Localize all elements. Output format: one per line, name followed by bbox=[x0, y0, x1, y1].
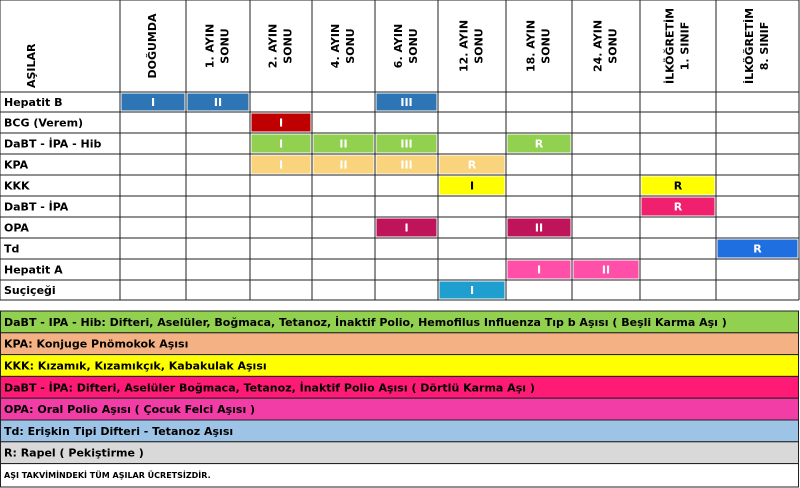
column-header: İLKÖĞRETİM bbox=[742, 8, 756, 84]
row-name: DaBT - İPA bbox=[4, 200, 69, 214]
corner-label: AŞILAR bbox=[25, 43, 38, 88]
dose-cell bbox=[573, 260, 639, 279]
dose-cell bbox=[376, 93, 437, 111]
column-header: SONU bbox=[540, 28, 553, 63]
legend-text: DaBT - IPA - Hib: Difteri, Aselüler, Boğ… bbox=[4, 315, 727, 329]
legend-text: Td: Erişkin Tipi Difteri - Tetanoz Aşısı bbox=[4, 425, 233, 438]
dose-cell bbox=[641, 176, 715, 195]
column-header: SONU bbox=[282, 28, 295, 63]
dose-label: I bbox=[470, 180, 474, 193]
dose-cell bbox=[187, 93, 249, 111]
dose-label: II bbox=[602, 264, 610, 277]
column-header: 8. SINIF bbox=[758, 22, 771, 71]
dose-label: I bbox=[279, 159, 283, 172]
column-header: 18. AYIN bbox=[525, 20, 538, 72]
dose-cell bbox=[376, 155, 437, 174]
dose-cell bbox=[439, 281, 505, 299]
dose-label: R bbox=[753, 243, 762, 256]
dose-label: III bbox=[400, 138, 412, 151]
dose-label: II bbox=[214, 96, 222, 109]
column-header: SONU bbox=[219, 28, 232, 63]
column-header: SONU bbox=[407, 28, 420, 63]
column-header: DOĞUMDA bbox=[146, 13, 159, 79]
column-header: İLKÖĞRETİM bbox=[663, 8, 677, 84]
dose-label: I bbox=[279, 117, 283, 130]
row-name: OPA bbox=[4, 222, 29, 235]
column-header: 1. AYIN bbox=[204, 24, 217, 68]
legend-text: R: Rapel ( Pekiştirme ) bbox=[4, 447, 144, 460]
dose-cell bbox=[376, 218, 437, 237]
dose-label: R bbox=[674, 201, 683, 214]
dose-cell bbox=[717, 239, 798, 258]
dose-label: I bbox=[470, 284, 474, 297]
column-header: SONU bbox=[473, 28, 486, 63]
row-name: KPA bbox=[4, 159, 29, 172]
column-header: 4. AYIN bbox=[329, 24, 342, 68]
row-name: Td bbox=[4, 243, 19, 256]
dose-label: I bbox=[279, 138, 283, 151]
row-name: KKK bbox=[4, 180, 30, 193]
dose-label: I bbox=[537, 264, 541, 277]
dose-cell bbox=[507, 218, 571, 237]
legend-text: DaBT - İPA: Difteri, Aselüler Boğmaca, T… bbox=[4, 380, 535, 394]
dose-label: II bbox=[535, 222, 543, 235]
dose-cell bbox=[251, 155, 311, 174]
row-name: DaBT - İPA - Hib bbox=[4, 137, 102, 151]
dose-label: III bbox=[400, 96, 412, 109]
dose-cell bbox=[121, 93, 185, 111]
note-band bbox=[0, 463, 799, 488]
dose-label: II bbox=[339, 138, 347, 151]
dose-cell bbox=[251, 134, 311, 153]
column-header: 2. AYIN bbox=[267, 24, 280, 68]
note: AŞI TAKVİMİNDEKİ TÜM AŞILAR ÜCRETSİZDİR. bbox=[4, 470, 211, 480]
dose-label: II bbox=[339, 159, 347, 172]
dose-cell bbox=[313, 155, 374, 174]
dose-cell bbox=[439, 155, 505, 174]
dose-label: R bbox=[468, 159, 477, 172]
legend-text: KPA: Konjuge Pnömokok Aşısı bbox=[4, 338, 188, 351]
dose-cell bbox=[313, 134, 374, 153]
legend-text: KKK: Kızamık, Kızamıkçık, Kabakulak Aşıs… bbox=[4, 360, 267, 373]
column-header: SONU bbox=[607, 28, 620, 63]
row-name: BCG (Verem) bbox=[4, 117, 83, 130]
row-name: Suçiçeği bbox=[4, 284, 56, 297]
dose-label: III bbox=[400, 159, 412, 172]
column-header: 1. SINIF bbox=[679, 22, 692, 71]
dose-label: I bbox=[151, 96, 155, 109]
column-header: SONU bbox=[344, 28, 357, 63]
dose-label: I bbox=[404, 222, 408, 235]
dose-cell bbox=[507, 134, 571, 153]
dose-label: R bbox=[674, 180, 683, 193]
dose-cell bbox=[641, 197, 715, 216]
dose-label: R bbox=[535, 138, 544, 151]
dose-cell bbox=[251, 113, 311, 132]
column-header: 6. AYIN bbox=[392, 24, 405, 68]
dose-cell bbox=[439, 176, 505, 195]
column-header: 12. AYIN bbox=[458, 20, 471, 72]
row-name: Hepatit B bbox=[4, 96, 62, 109]
column-header: 24. AYIN bbox=[592, 20, 605, 72]
row-name: Hepatit A bbox=[4, 264, 63, 277]
dose-cell bbox=[507, 260, 571, 279]
legend-text: OPA: Oral Polio Aşısı ( Çocuk Felci Aşıs… bbox=[4, 403, 255, 416]
dose-cell bbox=[376, 134, 437, 153]
